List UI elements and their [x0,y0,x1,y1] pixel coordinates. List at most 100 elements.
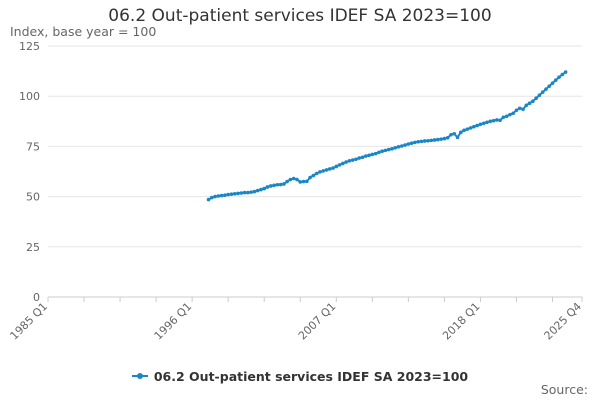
data-point-55 [386,147,391,152]
data-point-30 [305,179,309,184]
data-point-53 [380,149,384,154]
data-point-17 [262,186,267,191]
y-tick-label-100: 100 [19,90,40,103]
data-point-81 [472,124,476,129]
data-point-45 [354,157,358,162]
data-point-74 [449,132,453,137]
data-point-27 [295,177,299,182]
y-tick-label-75: 75 [26,140,40,153]
legend-label: 06.2 Out-patient services IDEF SA 2023=1… [153,368,469,384]
data-point-100 [534,96,538,101]
data-point-71 [439,137,443,141]
data-point-12 [246,190,250,195]
data-point-44 [350,158,355,162]
x-axis [47,296,583,302]
data-point-87 [491,118,496,123]
y-axis-ticks: 0 25 50 75 100 125 [19,40,40,304]
data-point-24 [285,179,289,184]
series-line [208,71,567,201]
data-point-14 [252,189,257,194]
x-tick-label-0: 1985 Q1 [8,300,51,343]
legend-swatch [131,373,148,379]
data-point-104 [547,84,552,88]
data-point-9 [236,191,240,196]
data-point-61 [406,142,411,146]
data-point-88 [495,118,499,122]
data-point-40 [337,163,342,167]
y-tick-label-50: 50 [26,191,40,204]
data-point-34 [318,170,322,174]
data-point-99 [531,99,535,104]
data-point-108 [560,72,565,77]
data-point-67 [426,138,430,143]
data-point-15 [255,188,260,193]
data-point-76 [455,135,460,140]
data-point-95 [517,106,522,111]
series-layer [206,70,568,202]
data-point-3 [216,194,221,198]
data-point-29 [301,179,306,184]
data-point-8 [232,191,237,196]
data-point-25 [288,177,293,182]
data-point-49 [367,153,371,158]
source-label: Source: [540,382,588,397]
data-point-83 [478,122,483,127]
data-point-68 [429,138,434,143]
data-point-66 [422,139,427,143]
data-point-5 [223,193,227,197]
data-point-48 [363,154,368,158]
data-point-106 [553,78,558,82]
data-point-35 [321,169,325,173]
data-point-26 [291,176,296,181]
data-point-105 [550,81,555,85]
data-point-54 [383,148,388,153]
data-point-10 [239,191,244,195]
data-point-97 [524,103,529,108]
data-point-16 [259,187,263,192]
data-point-23 [282,182,286,186]
data-point-91 [504,114,509,119]
data-point-7 [229,192,234,196]
data-point-60 [403,143,407,147]
data-point-19 [268,184,273,188]
data-point-50 [370,152,375,157]
data-point-39 [334,164,339,169]
data-point-22 [278,182,283,187]
data-point-36 [324,168,329,172]
data-point-52 [377,150,381,155]
data-point-85 [485,120,489,125]
data-point-82 [475,123,479,128]
x-axis-ticks: 1985 Q1 1996 Q1 2007 Q1 2018 Q1 2025 Q4 [8,300,585,343]
data-point-89 [498,118,502,123]
data-point-43 [347,159,352,163]
legend-marker-icon [136,373,143,379]
data-point-73 [445,135,450,140]
data-point-62 [409,141,414,145]
y-tick-label-25: 25 [26,241,40,254]
data-point-28 [298,180,303,184]
chart-title: 06.2 Out-patient services IDEF SA 2023=1… [108,6,492,26]
data-point-102 [540,90,545,94]
data-point-20 [272,183,276,188]
data-point-13 [249,190,253,194]
data-point-69 [432,138,437,142]
data-point-41 [341,161,345,166]
data-point-65 [419,139,424,144]
x-tick-label-4: 2025 Q4 [542,300,585,343]
data-point-0 [206,197,211,202]
data-point-32 [311,173,316,178]
data-point-38 [331,166,335,170]
data-point-78 [462,128,466,133]
data-point-4 [219,193,224,198]
x-tick-label-3: 2018 Q1 [440,300,483,343]
data-point-33 [314,171,319,176]
data-point-47 [360,155,365,160]
data-point-59 [400,144,404,148]
data-point-42 [344,160,348,164]
y-tick-label-0: 0 [33,291,40,304]
legend[interactable]: 06.2 Out-patient services IDEF SA 2023=1… [0,365,600,384]
data-point-98 [527,101,532,106]
data-point-6 [226,192,230,197]
data-point-21 [275,182,280,187]
